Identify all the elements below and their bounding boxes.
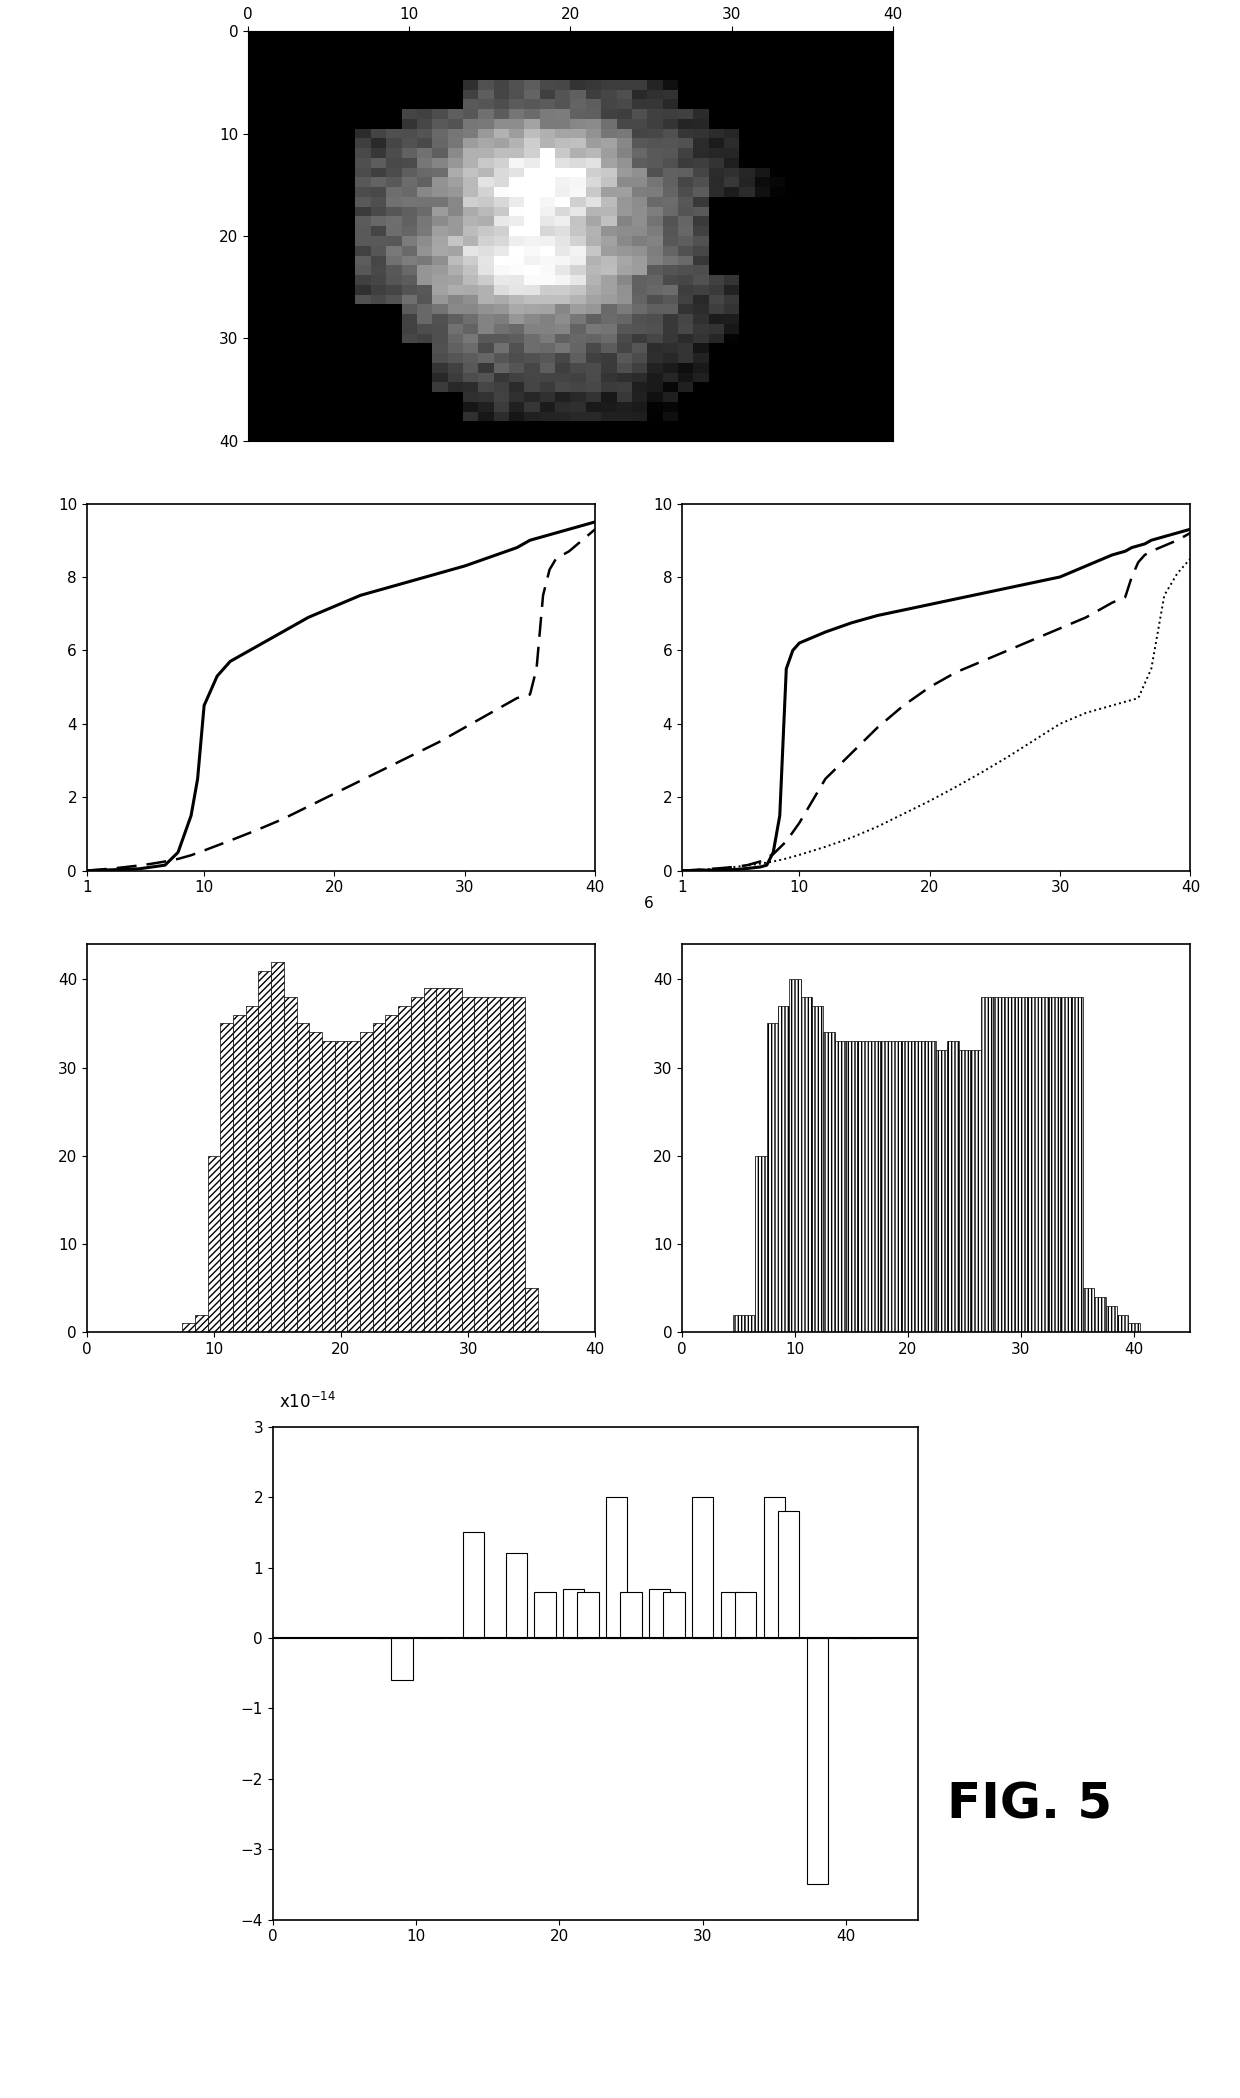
Text: x10$^{-14}$: x10$^{-14}$: [279, 1391, 336, 1412]
Bar: [735, 1592, 756, 1639]
Bar: [936, 1049, 947, 1332]
Bar: [925, 1041, 936, 1332]
Bar: [903, 1041, 914, 1332]
Bar: [512, 997, 526, 1332]
Bar: [360, 1032, 373, 1332]
Bar: [391, 1639, 413, 1680]
Bar: [663, 1592, 684, 1639]
Bar: [606, 1498, 627, 1639]
Bar: [1128, 1324, 1140, 1332]
Bar: [526, 1288, 538, 1332]
Bar: [436, 988, 449, 1332]
Bar: [487, 997, 500, 1332]
Bar: [335, 1041, 347, 1332]
Bar: [1016, 997, 1027, 1332]
Bar: [475, 997, 487, 1332]
Bar: [692, 1498, 713, 1639]
Bar: [1049, 997, 1060, 1332]
Bar: [1106, 1305, 1117, 1332]
Bar: [221, 1024, 233, 1332]
Bar: [500, 997, 512, 1332]
Bar: [959, 1049, 970, 1332]
Text: 6: 6: [644, 896, 653, 911]
Bar: [347, 1041, 360, 1332]
Bar: [563, 1588, 584, 1639]
Bar: [182, 1324, 195, 1332]
Bar: [461, 997, 475, 1332]
Bar: [970, 1049, 981, 1332]
Bar: [1117, 1315, 1128, 1332]
Bar: [981, 997, 993, 1332]
Bar: [309, 1032, 322, 1332]
Bar: [892, 1041, 903, 1332]
Bar: [1060, 997, 1071, 1332]
Bar: [993, 997, 1004, 1332]
Bar: [410, 997, 424, 1332]
Bar: [233, 1015, 246, 1332]
Bar: [720, 1592, 742, 1639]
Bar: [766, 1024, 777, 1332]
Bar: [947, 1041, 959, 1332]
Bar: [914, 1041, 925, 1332]
Bar: [806, 1639, 828, 1884]
Bar: [620, 1592, 642, 1639]
Bar: [386, 1015, 398, 1332]
Bar: [777, 1005, 790, 1332]
Bar: [812, 1005, 823, 1332]
Bar: [733, 1315, 744, 1332]
Bar: [835, 1041, 846, 1332]
Bar: [463, 1532, 484, 1639]
Bar: [1095, 1297, 1106, 1332]
Bar: [296, 1024, 309, 1332]
Bar: [195, 1315, 207, 1332]
Bar: [764, 1498, 785, 1639]
Bar: [534, 1592, 556, 1639]
Bar: [258, 971, 272, 1332]
Bar: [207, 1156, 221, 1332]
Bar: [1071, 997, 1083, 1332]
Bar: [424, 988, 436, 1332]
Bar: [868, 1041, 879, 1332]
Bar: [1027, 997, 1038, 1332]
Bar: [449, 988, 461, 1332]
Bar: [506, 1553, 527, 1639]
Bar: [284, 997, 296, 1332]
Bar: [823, 1032, 835, 1332]
Bar: [744, 1315, 755, 1332]
Bar: [1038, 997, 1049, 1332]
Bar: [246, 1005, 258, 1332]
Bar: [373, 1024, 386, 1332]
Bar: [801, 997, 812, 1332]
Bar: [272, 961, 284, 1332]
Bar: [790, 980, 801, 1332]
Bar: [755, 1156, 766, 1332]
Text: FIG. 5: FIG. 5: [946, 1781, 1112, 1827]
Bar: [578, 1592, 599, 1639]
Bar: [1083, 1288, 1095, 1332]
Bar: [322, 1041, 335, 1332]
Bar: [777, 1511, 800, 1639]
Bar: [846, 1041, 857, 1332]
Bar: [857, 1041, 868, 1332]
Bar: [398, 1005, 410, 1332]
Bar: [879, 1041, 892, 1332]
Bar: [649, 1588, 671, 1639]
Bar: [1004, 997, 1016, 1332]
